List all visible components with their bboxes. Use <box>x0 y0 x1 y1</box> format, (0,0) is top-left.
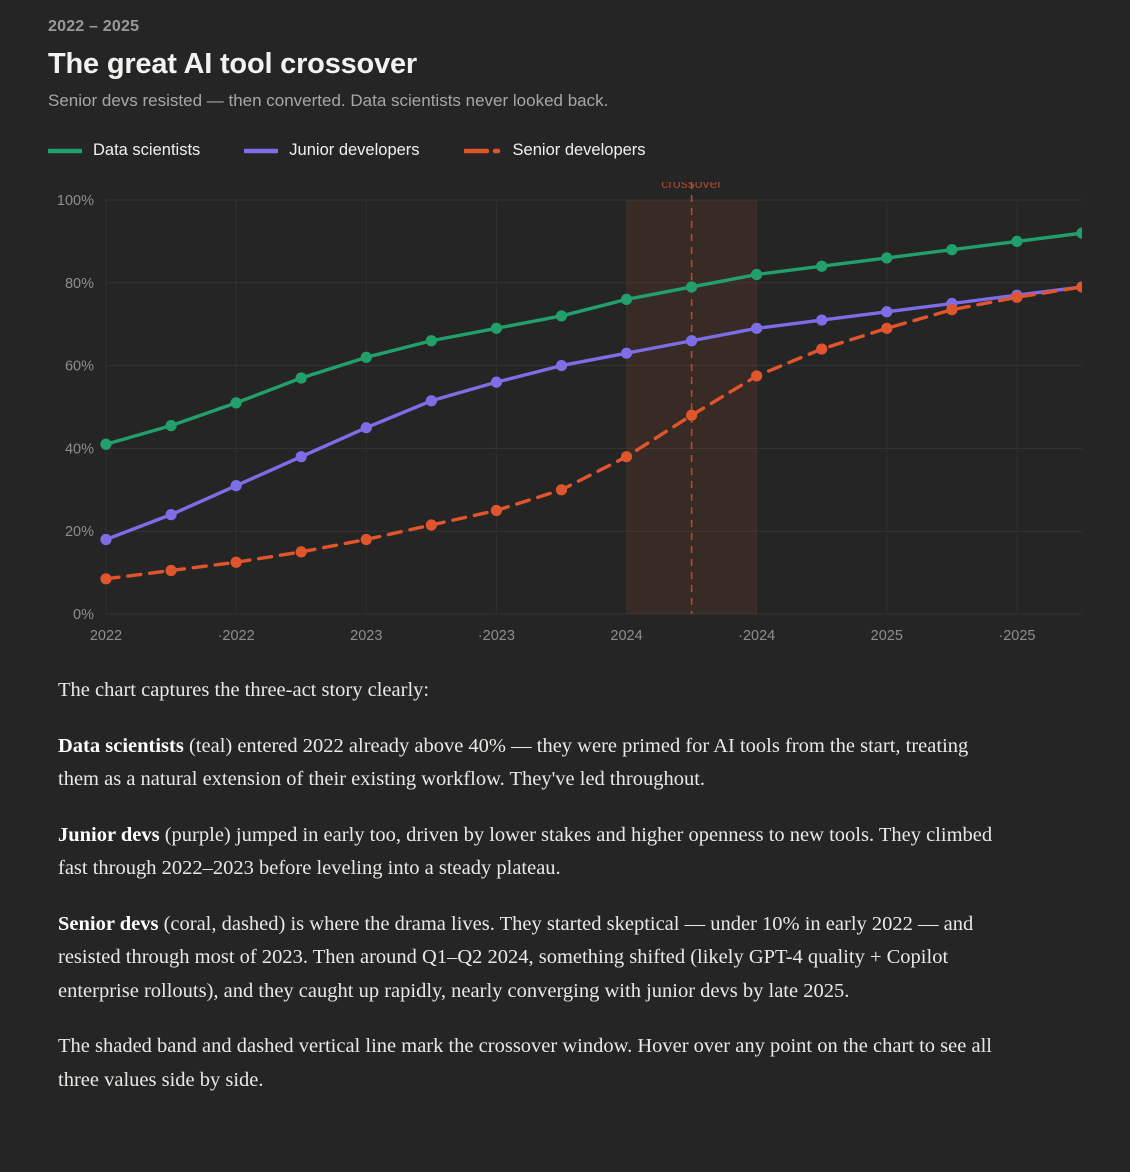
article-body: The chart captures the three-act story c… <box>48 674 998 1097</box>
x-axis-tick-label: 2022 <box>90 628 122 644</box>
legend-item-junior-developers[interactable]: Junior developers <box>244 141 420 160</box>
y-axis-tick-label: 60% <box>65 359 94 375</box>
x-axis-tick-label: 2024 <box>610 628 642 644</box>
data-point[interactable] <box>620 347 633 359</box>
x-axis-tick-label: ·2022 <box>218 628 255 644</box>
data-point[interactable] <box>295 546 307 558</box>
body-paragraph-3: Junior devs (purple) jumped in early too… <box>58 819 998 886</box>
data-point[interactable] <box>360 351 372 363</box>
data-point[interactable] <box>555 484 568 496</box>
data-point[interactable] <box>230 556 242 568</box>
legend-item-senior-developers[interactable]: Senior developers <box>463 141 646 160</box>
data-point[interactable] <box>100 573 112 585</box>
x-axis-tick-label: 2023 <box>350 628 382 644</box>
paragraph-text: (purple) jumped in early too, driven by … <box>58 823 993 880</box>
crossover-band-label: crossover <box>661 182 722 191</box>
paragraph-lead: Junior devs <box>58 823 160 846</box>
data-point[interactable] <box>1076 281 1082 293</box>
series-line-2 <box>104 285 1082 581</box>
data-point[interactable] <box>816 314 828 326</box>
body-paragraph-5: The shaded band and dashed vertical line… <box>58 1030 998 1097</box>
data-point[interactable] <box>165 564 177 577</box>
paragraph-text: (coral, dashed) is where the drama lives… <box>58 912 974 1002</box>
data-point[interactable] <box>881 252 893 264</box>
data-point[interactable] <box>1011 291 1023 303</box>
data-point[interactable] <box>816 343 828 355</box>
data-point[interactable] <box>100 533 112 546</box>
data-point[interactable] <box>165 420 177 432</box>
data-point[interactable] <box>686 335 698 347</box>
body-paragraph-2: Data scientists (teal) entered 2022 alre… <box>58 730 998 797</box>
data-point[interactable] <box>360 533 372 546</box>
data-point[interactable] <box>425 395 437 407</box>
data-point[interactable] <box>555 310 568 322</box>
data-point[interactable] <box>816 260 828 272</box>
body-paragraph-4: Senior devs (coral, dashed) is where the… <box>58 908 998 1009</box>
legend-label: Junior developers <box>289 141 420 159</box>
series-line-1 <box>104 285 1082 542</box>
data-point[interactable] <box>490 322 502 334</box>
data-point[interactable] <box>686 281 698 293</box>
data-point[interactable] <box>881 322 893 334</box>
line-chart[interactable]: 0% 20% 40% 60% 80% 100% crossover 2022 ·2022 2023… <box>48 182 1082 652</box>
plot-background <box>106 200 1082 614</box>
data-point[interactable] <box>1011 235 1023 247</box>
legend-label: Data scientists <box>93 141 201 159</box>
data-point[interactable] <box>751 322 763 334</box>
body-paragraph-1: The chart captures the three-act story c… <box>58 674 998 708</box>
data-point[interactable] <box>360 422 372 434</box>
paragraph-text: (teal) entered 2022 already above 40% — … <box>58 734 969 791</box>
y-axis-tick-label: 40% <box>65 441 94 457</box>
data-point[interactable] <box>100 438 112 450</box>
data-point[interactable] <box>230 397 242 409</box>
series-line-0 <box>104 231 1082 446</box>
page-subtitle: Senior devs resisted — then converted. D… <box>48 91 609 110</box>
data-point[interactable] <box>881 306 893 318</box>
x-axis-tick-label: ·2023 <box>478 628 515 644</box>
article-page: 2022 – 2025 The great AI tool crossover … <box>48 18 1082 1097</box>
data-point[interactable] <box>751 370 763 382</box>
data-point[interactable] <box>490 504 502 517</box>
data-point[interactable] <box>946 244 958 256</box>
data-point[interactable] <box>165 509 177 521</box>
paragraph-text: The chart captures the three-act story c… <box>58 679 430 701</box>
chart-canvas[interactable]: 0% 20% 40% 60% 80% 100% crossover 2022 ·2022 2023… <box>48 182 1082 652</box>
data-point[interactable] <box>620 293 633 305</box>
chart-legend: Data scientists Junior developers Senior… <box>48 141 1082 160</box>
data-point[interactable] <box>295 451 307 463</box>
legend-swatch-line-icon <box>244 148 279 153</box>
legend-item-data-scientists[interactable]: Data scientists <box>48 141 200 160</box>
page-title: The great AI tool crossover <box>48 48 418 80</box>
x-axis-tick-label: 2025 <box>871 628 903 644</box>
y-axis-tick-label: 0% <box>73 607 94 623</box>
y-axis-tick-label: 80% <box>65 276 94 292</box>
legend-label: Senior developers <box>512 141 646 159</box>
y-axis-tick-label: 20% <box>65 524 94 540</box>
data-point[interactable] <box>425 335 437 347</box>
data-point[interactable] <box>620 451 633 463</box>
paragraph-lead: Senior devs <box>58 912 159 935</box>
data-point[interactable] <box>1076 227 1082 239</box>
data-point[interactable] <box>425 519 437 531</box>
data-point[interactable] <box>686 409 698 421</box>
paragraph-text: The shaded band and dashed vertical line… <box>58 1035 992 1091</box>
x-axis-tick-label: ·2024 <box>738 628 775 644</box>
y-axis-tick-label: 100% <box>57 193 94 209</box>
paragraph-lead: Data scientists <box>58 734 184 757</box>
x-axis-tick-label: ·2025 <box>998 628 1035 644</box>
data-point[interactable] <box>946 304 958 316</box>
data-point[interactable] <box>490 376 502 388</box>
data-point[interactable] <box>295 372 307 384</box>
legend-swatch-dashed-line-icon <box>463 148 500 153</box>
data-point[interactable] <box>230 480 242 492</box>
eyebrow-date-range: 2022 – 2025 <box>48 18 140 35</box>
legend-swatch-line-icon <box>48 148 82 153</box>
data-point[interactable] <box>751 268 763 281</box>
data-point[interactable] <box>555 360 568 372</box>
